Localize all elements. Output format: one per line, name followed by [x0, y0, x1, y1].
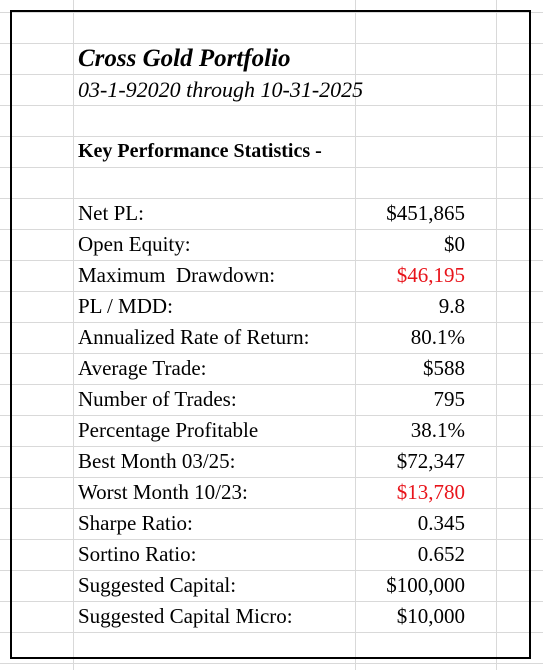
title: Cross Gold Portfolio: [78, 45, 291, 72]
stat-label: Annualized Rate of Return:: [78, 325, 310, 349]
grid-row-line: [0, 167, 543, 168]
section-title: Key Performance Statistics -: [78, 140, 322, 162]
grid-row-line: [0, 415, 543, 416]
stat-label: Number of Trades:: [78, 387, 237, 411]
stat-label: Average Trade:: [78, 356, 207, 380]
grid-row-line: [0, 384, 543, 385]
grid-row-line: [0, 601, 543, 602]
grid-row-line: [0, 229, 543, 230]
grid-row-line: [0, 632, 543, 633]
stat-value: $451,865: [386, 201, 465, 225]
grid-row-line: [0, 570, 543, 571]
grid-row-line: [0, 136, 543, 137]
grid-row-line: [0, 74, 543, 75]
stat-label: Suggested Capital:: [78, 573, 237, 597]
subtitle: 03-1-92020 through 10-31-2025: [78, 77, 364, 102]
grid-row-line: [0, 663, 543, 664]
stat-value: 38.1%: [410, 418, 465, 442]
grid-row-line: [0, 477, 543, 478]
stat-label: Suggested Capital Micro:: [78, 604, 293, 628]
stat-value: 0.345: [417, 511, 465, 535]
stat-label: Percentage Profitable: [78, 418, 259, 442]
stat-value: $72,347: [396, 449, 465, 473]
stat-value: 795: [433, 387, 466, 411]
grid-row-line: [0, 198, 543, 199]
stat-value: $100,000: [386, 573, 465, 597]
stat-value: $588: [423, 356, 465, 380]
stat-value: $0: [444, 232, 465, 256]
stat-label: Net PL:: [78, 201, 144, 225]
grid-row-line: [0, 105, 543, 106]
grid-col-line: [73, 0, 74, 670]
stat-label: Best Month 03/25:: [78, 449, 236, 473]
stat-value: $13,780: [396, 480, 465, 504]
grid-col-line: [496, 0, 497, 670]
border-box: [10, 10, 531, 659]
stat-label: Maximum Drawdown:: [78, 263, 276, 287]
grid-row-line: [0, 291, 543, 292]
stat-label: PL / MDD:: [78, 294, 173, 318]
stat-value: $46,195: [396, 263, 465, 287]
stat-value: 80.1%: [410, 325, 465, 349]
stat-value: 9.8: [438, 294, 465, 318]
grid-col-line: [355, 0, 356, 670]
grid-row-line: [0, 260, 543, 261]
stat-label: Open Equity:: [78, 232, 191, 256]
grid-row-line: [0, 353, 543, 354]
grid-row-line: [0, 322, 543, 323]
grid-row-line: [0, 539, 543, 540]
stat-label: Worst Month 10/23:: [78, 480, 248, 504]
stat-value: 0.652: [417, 542, 465, 566]
grid-row-line: [0, 508, 543, 509]
stat-label: Sharpe Ratio:: [78, 511, 193, 535]
stat-label: Sortino Ratio:: [78, 542, 197, 566]
grid-row-line: [0, 446, 543, 447]
stat-value: $10,000: [396, 604, 465, 628]
grid-row-line: [0, 12, 543, 13]
grid-row-line: [0, 43, 543, 44]
